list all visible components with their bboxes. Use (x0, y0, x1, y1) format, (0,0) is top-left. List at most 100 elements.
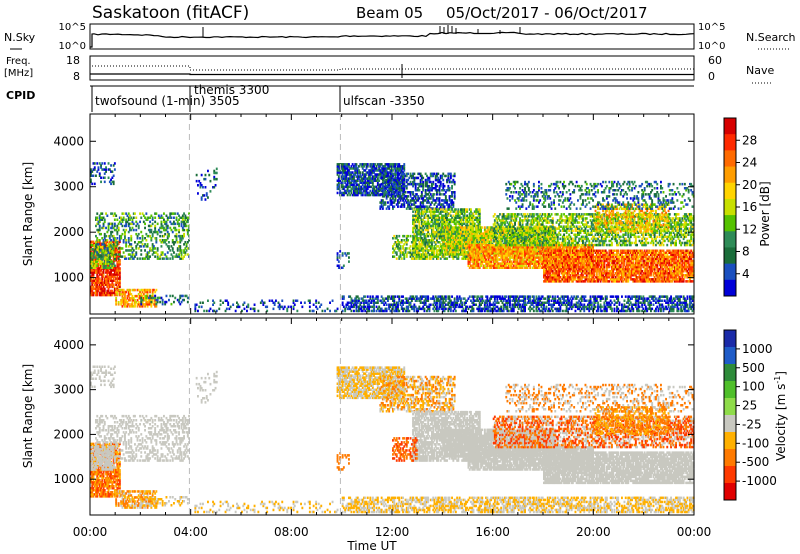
noise-right-tick-top: 10^5 (698, 22, 725, 33)
power-cell (130, 235, 132, 238)
power-cell (157, 247, 159, 250)
power-cell (149, 221, 151, 224)
power-cell (123, 251, 125, 254)
power-cell (137, 257, 139, 260)
beam-label: Beam 05 (356, 4, 423, 22)
power-cell (128, 237, 130, 240)
nave-dotted-line (92, 66, 694, 70)
nave-right-tick-bottom: 0 (708, 70, 715, 83)
power-cell (162, 251, 164, 254)
power-cell (125, 257, 127, 260)
power-cell (138, 225, 140, 228)
power-cell (134, 212, 136, 215)
power-cell (150, 229, 152, 232)
power-cell (147, 243, 149, 246)
power-cell (94, 256, 96, 259)
power-cell (108, 243, 110, 246)
power-cell (133, 223, 135, 226)
power-cell (140, 249, 142, 252)
power-cell (144, 249, 146, 252)
power-cell (113, 243, 115, 246)
power-cell (104, 219, 106, 222)
power-cell (139, 221, 141, 224)
power-cell (100, 233, 102, 236)
power-cell (154, 217, 156, 220)
power-cell (159, 235, 161, 238)
power-cell (125, 229, 127, 232)
power-cell (138, 233, 140, 236)
power-cell (118, 227, 120, 230)
noise-sky-line (90, 32, 694, 47)
power-cell (154, 255, 156, 258)
power-cell (149, 289, 151, 292)
power-cell (152, 223, 154, 226)
power-cell (111, 223, 113, 226)
power-cell (105, 227, 107, 230)
power-cell (96, 217, 98, 220)
power-cell (99, 239, 101, 242)
power-cell (139, 237, 141, 240)
noise-left-label: N.Sky (4, 31, 36, 44)
power-cell (106, 215, 108, 218)
cpid-mode-2: themis 3300 (194, 83, 269, 97)
power-cell (142, 235, 144, 238)
power-cell (108, 251, 110, 254)
power-cell (116, 219, 118, 222)
power-cell (113, 284, 115, 287)
power-cell (163, 257, 165, 260)
power-cell (116, 237, 118, 240)
power-cell (101, 212, 103, 215)
power-cell (145, 239, 147, 242)
power-cell (99, 225, 101, 228)
power-cell (139, 212, 141, 215)
power-cell (145, 212, 147, 215)
power-cell (110, 239, 112, 242)
station-title: Saskatoon (fitACF) (92, 3, 249, 23)
power-cell (122, 225, 124, 228)
noise-right-tick-bottom: 10^0 (698, 41, 725, 52)
date-range: 05/Oct/2017 - 06/Oct/2017 (446, 4, 648, 22)
noise-spikes (203, 25, 520, 37)
power-cell (140, 217, 142, 220)
power-cell (154, 221, 156, 224)
noise-left-tick-top: 10^5 (59, 22, 86, 33)
power-cell (154, 225, 156, 228)
freq-left-tick-top: 18 (66, 54, 80, 67)
power-cell (105, 235, 107, 238)
power-cell (115, 297, 117, 300)
power-cell (116, 241, 118, 244)
power-cell (133, 229, 135, 232)
noise-right-label: N.Search (746, 31, 796, 44)
power-cell (134, 241, 136, 244)
power-cell (115, 215, 117, 218)
power-cell (133, 249, 135, 252)
power-cell (104, 257, 106, 260)
power-cell (155, 289, 157, 292)
frequency-panel: Freq. [MHz] 18 8 60 0 Nave (4, 54, 774, 83)
power-cell (155, 212, 157, 215)
freq-label-1: Freq. (6, 56, 31, 67)
cpid-label: CPID (6, 89, 35, 102)
power-cell (161, 245, 163, 248)
power-cell (118, 247, 120, 250)
power-cell (129, 289, 131, 292)
power-cell (161, 231, 163, 234)
power-cell (122, 233, 124, 236)
power-cell (98, 243, 100, 246)
power-cell (113, 251, 115, 254)
freq-panel-frame (90, 56, 694, 80)
power-cell (155, 237, 157, 240)
nave-label: Nave (746, 64, 774, 77)
power-cell (119, 267, 121, 270)
power-cell (122, 255, 124, 258)
power-cell (157, 223, 159, 226)
power-cell (123, 217, 125, 220)
power-cell (139, 257, 141, 260)
freq-left-tick-bottom: 8 (73, 70, 80, 83)
power-cell (122, 247, 124, 250)
power-cell (109, 255, 111, 258)
power-cell (163, 212, 165, 215)
power-cell (106, 239, 108, 242)
freq-label-2: [MHz] (4, 68, 33, 79)
